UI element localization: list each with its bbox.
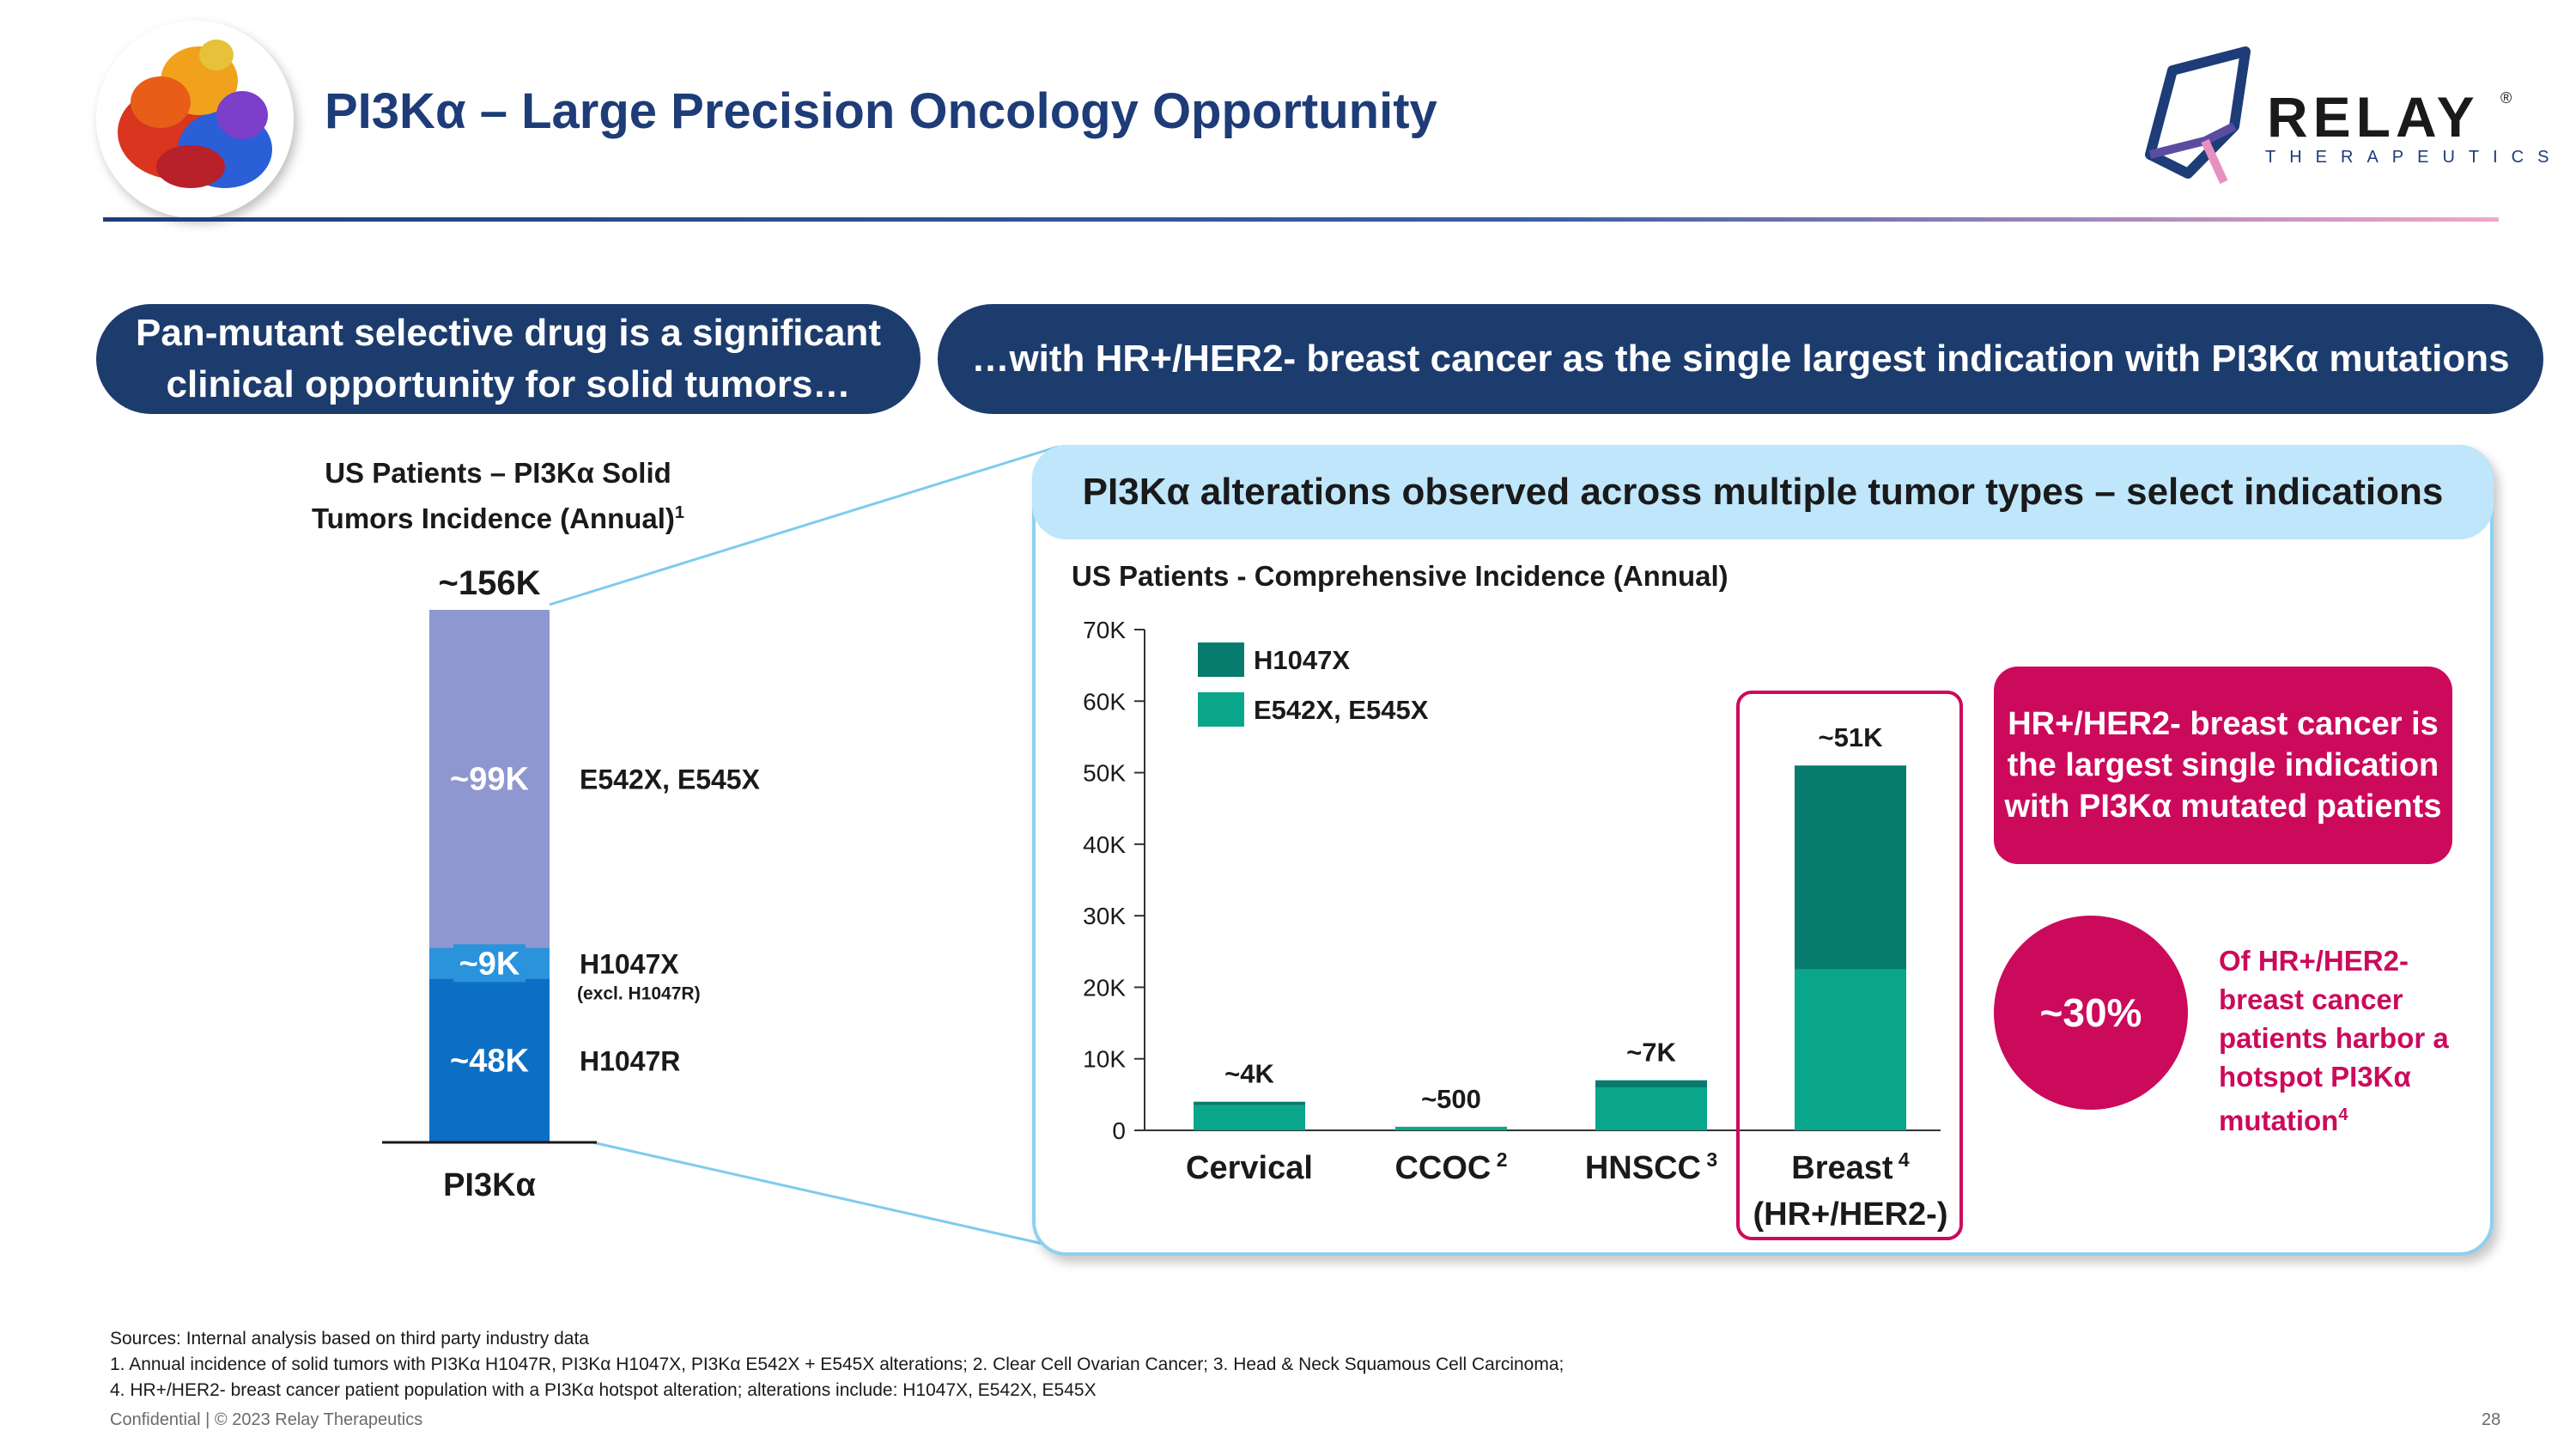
footnote-1: 1. Annual incidence of solid tumors with… — [110, 1355, 1564, 1374]
left-seg-label-2: ~99K — [450, 762, 529, 798]
left-total-label: ~156K — [439, 564, 541, 602]
legend-swatch-1 — [1198, 692, 1244, 727]
header-divider — [103, 217, 2499, 222]
y-tick-label-5: 50K — [1083, 760, 1126, 787]
y-tick-label-1: 10K — [1083, 1046, 1126, 1073]
data-label-3: ~51K — [1819, 722, 1884, 752]
indication-bar-chart: 0 10K 20K 30K 40K 50K 60K 70K ~4K Cervical ~500 CCO… — [1083, 617, 1948, 1233]
y-tick-label-2: 20K — [1083, 974, 1126, 1001]
percentage-circle: ~30% — [1994, 916, 2188, 1110]
y-tick-label-6: 60K — [1083, 688, 1126, 715]
bar-0-series-0 — [1194, 1105, 1305, 1130]
footnotes: Sources: Internal analysis based on thir… — [110, 1326, 1564, 1403]
left-series-name-0: H1047R — [580, 1046, 680, 1077]
protein-structure-image — [96, 21, 294, 218]
relay-logo-icon — [2145, 46, 2251, 185]
left-series-name-2: E542X, E545X — [580, 764, 761, 795]
right-chart-title: US Patients - Comprehensive Incidence (A… — [1072, 560, 1728, 592]
y-tick-label-0: 0 — [1112, 1117, 1126, 1144]
legend-label-0: H1047X — [1254, 645, 1350, 675]
category-sup-2: 3 — [1701, 1148, 1717, 1171]
page-title: PI3Kα – Large Precision Oncology Opportu… — [325, 83, 1437, 139]
left-series-note-1: (excl. H1047R) — [577, 983, 701, 1003]
left-seg-label-bg-1 — [453, 944, 526, 983]
left-seg-label-1: ~9K — [459, 946, 520, 982]
breast-callout: HR+/HER2- breast cancer is the largest s… — [1994, 667, 2452, 864]
logo-registered-mark: ® — [2500, 89, 2512, 107]
page-number: 28 — [2482, 1410, 2501, 1429]
y-tick-label-3: 30K — [1083, 903, 1126, 929]
logo-subtitle: THERAPEUTICS — [2265, 148, 2563, 167]
data-label-2: ~7K — [1626, 1038, 1676, 1068]
left-chart-title: US Patients – PI3Kα Solid Tumors Inciden… — [283, 454, 713, 539]
logo-wordmark: RELAY — [2267, 85, 2480, 149]
left-seg-label-0: ~48K — [450, 1044, 529, 1080]
bar-1-series-0 — [1395, 1126, 1507, 1130]
left-bar-segment-2 — [429, 610, 550, 948]
left-series-name-1: H1047X — [580, 948, 679, 979]
category-label-1: CCOC 2 — [1394, 1148, 1507, 1186]
category-sup-3: 4 — [1893, 1148, 1910, 1171]
breast-highlight-box — [1736, 691, 1963, 1240]
category-label2-3: (HR+/HER2-) — [1753, 1196, 1948, 1233]
circle-note-text: Of HR+/HER2- breast cancer patients harb… — [2219, 945, 2449, 1136]
category-sup-1: 2 — [1491, 1148, 1507, 1171]
legend-swatch-0 — [1198, 642, 1244, 677]
bar-0-series-1 — [1194, 1101, 1305, 1105]
confidential-notice: Confidential | © 2023 Relay Therapeutics — [110, 1410, 423, 1429]
left-chart-title-text: US Patients – PI3Kα Solid Tumors Inciden… — [311, 457, 675, 534]
data-label-1: ~500 — [1421, 1084, 1481, 1114]
panel-header: PI3Kα alterations observed across multip… — [1032, 445, 2494, 539]
left-bar-segment-0 — [429, 978, 550, 1142]
circle-note-sup: 4 — [2338, 1105, 2348, 1124]
banner-left: Pan-mutant selective drug is a significa… — [96, 304, 920, 414]
category-label-3: Breast 4 — [1791, 1148, 1910, 1186]
footnote-sources: Sources: Internal analysis based on thir… — [110, 1329, 589, 1349]
bar-3-series-0 — [1795, 969, 1906, 1130]
bar-3-series-1 — [1795, 765, 1906, 970]
banner-right: …with HR+/HER2- breast cancer as the sin… — [938, 304, 2543, 414]
category-label-0: Cervical — [1186, 1150, 1313, 1186]
left-chart-title-sup: 1 — [674, 503, 685, 522]
bar-2-series-1 — [1595, 1080, 1707, 1088]
legend-label-1: E542X, E545X — [1254, 695, 1429, 725]
y-tick-label-4: 40K — [1083, 831, 1126, 858]
left-stacked-bar-chart: ~48K H1047R ~9K H1047X (excl. H1047R) ~99K E54… — [382, 564, 761, 1203]
left-category-label: PI3Kα — [443, 1167, 536, 1203]
y-tick-label-7: 70K — [1083, 617, 1126, 643]
data-label-0: ~4K — [1224, 1059, 1274, 1089]
category-label-2: HNSCC 3 — [1585, 1148, 1717, 1186]
circle-note: Of HR+/HER2- breast cancer patients harb… — [2219, 941, 2476, 1140]
footnote-2: 4. HR+/HER2- breast cancer patient popul… — [110, 1380, 1097, 1400]
bar-2-series-0 — [1595, 1087, 1707, 1130]
